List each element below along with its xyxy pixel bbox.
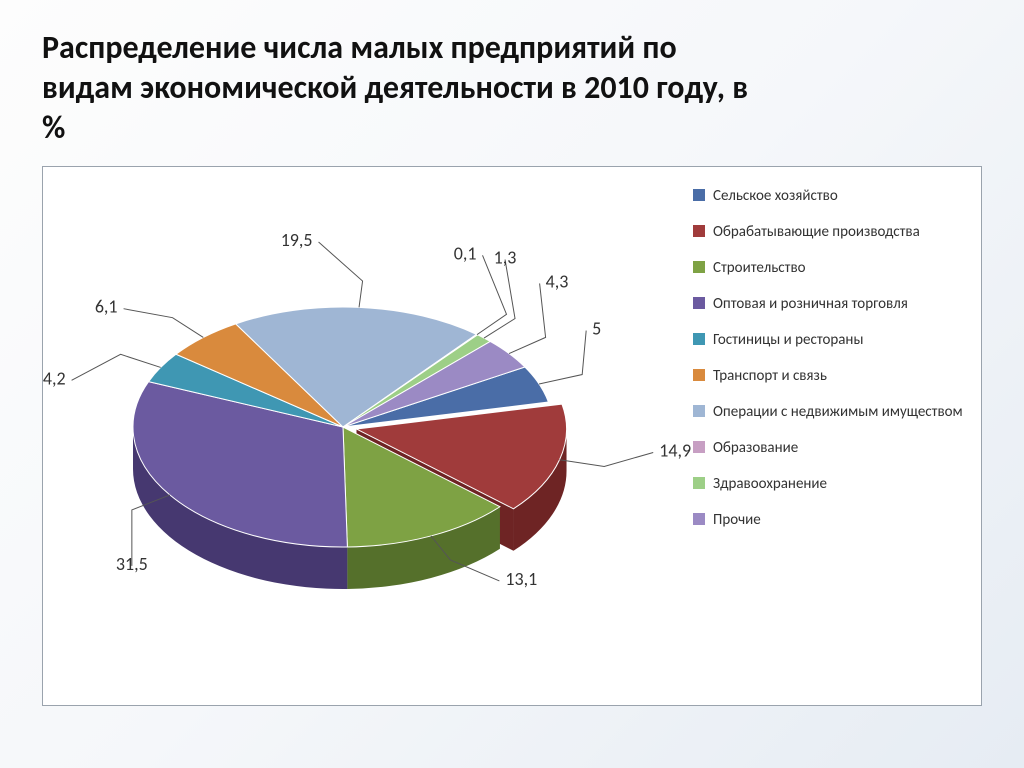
pie-label: 4,2 [43, 367, 66, 389]
legend-label: Транспорт и связь [713, 367, 827, 385]
slide: Распределение числа малых предприятий по… [0, 0, 1024, 768]
legend-swatch [693, 405, 705, 417]
pie-label: 6,1 [95, 296, 118, 318]
legend-label: Здравоохранение [713, 475, 827, 493]
legend-label: Строительство [713, 259, 806, 277]
legend-label: Образование [713, 439, 798, 457]
legend-swatch [693, 369, 705, 381]
pie-label: 5 [592, 318, 601, 340]
legend-swatch [693, 261, 705, 273]
pie-label: 19,5 [281, 229, 313, 251]
legend-label: Гостиницы и рестораны [713, 331, 863, 349]
legend-item: Строительство [693, 259, 963, 277]
page-title: Распределение числа малых предприятий по… [42, 28, 762, 148]
legend-label: Операции с недвижимым имуществом [713, 403, 963, 421]
legend-item: Операции с недвижимым имуществом [693, 403, 963, 421]
legend-item: Транспорт и связь [693, 367, 963, 385]
legend-label: Обрабатывающие производства [713, 223, 920, 241]
legend-item: Гостиницы и рестораны [693, 331, 963, 349]
pie-chart: 514,913,131,54,26,119,50,11,34,3 [83, 197, 603, 677]
legend: Сельское хозяйство Обрабатывающие произво… [693, 187, 963, 547]
pie-label: 4,3 [546, 270, 569, 292]
pie-label: 14,9 [659, 439, 691, 461]
legend-item: Оптовая и розничная торговля [693, 295, 963, 313]
legend-label: Сельское хозяйство [713, 187, 838, 205]
legend-item: Здравоохранение [693, 475, 963, 493]
legend-swatch [693, 189, 705, 201]
pie-label: 1,3 [494, 247, 517, 269]
legend-swatch [693, 513, 705, 525]
legend-item: Образование [693, 439, 963, 457]
legend-label: Оптовая и розничная торговля [713, 295, 908, 313]
legend-swatch [693, 225, 705, 237]
pie-label: 31,5 [116, 553, 148, 575]
legend-swatch [693, 297, 705, 309]
legend-item: Сельское хозяйство [693, 187, 963, 205]
legend-item: Прочие [693, 511, 963, 529]
chart-frame: 5 14,9 13,1 31,5 4,2 6,1 19,5 0,1 1,3 4,3 Сельско… [42, 166, 982, 706]
legend-label: Прочие [713, 511, 761, 529]
pie-label: 0,1 [454, 242, 477, 264]
pie-label: 13,1 [505, 568, 537, 590]
legend-item: Обрабатывающие производства [693, 223, 963, 241]
legend-swatch [693, 333, 705, 345]
legend-swatch [693, 477, 705, 489]
legend-swatch [693, 441, 705, 453]
